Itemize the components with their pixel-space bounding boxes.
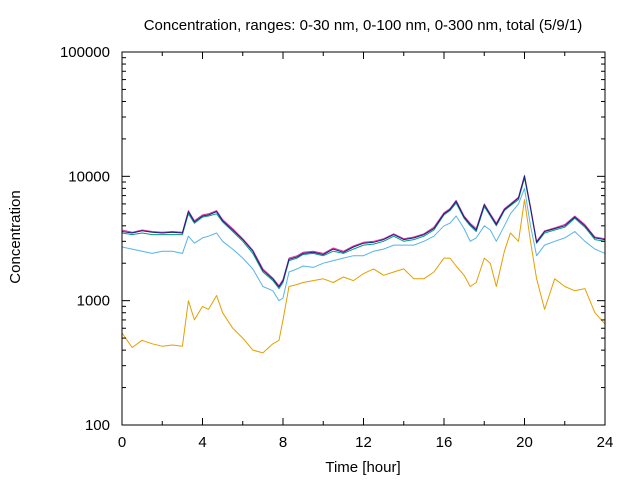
- series-line-2: [121, 187, 606, 302]
- chart-title: Concentration, ranges: 0-30 nm, 0-100 nm…: [144, 17, 583, 34]
- x-tick-label: 24: [597, 434, 614, 451]
- x-tick-label: 8: [279, 434, 287, 451]
- y-tick-label: 10000: [68, 168, 110, 185]
- x-tick-label: 0: [118, 434, 126, 451]
- series-group: [121, 174, 606, 354]
- y-tick-label: 100: [85, 417, 110, 434]
- y-tick-label: 1000: [77, 293, 110, 310]
- y-axis-label: Concentration: [7, 190, 24, 283]
- x-tick-label: 16: [436, 434, 453, 451]
- series-line-5: [121, 175, 606, 288]
- x-tick-label: 20: [516, 434, 533, 451]
- series-line-1: [121, 199, 606, 354]
- x-tick-label: 4: [198, 434, 206, 451]
- plot-frame: [121, 51, 606, 426]
- x-tick-label: 12: [355, 434, 372, 451]
- series-line-4: [121, 174, 606, 287]
- axis-ticks: 0 4 8 12 16 20 24 100 1000 10000 100000: [60, 44, 613, 451]
- x-axis-label: Time [hour]: [325, 459, 400, 476]
- y-tick-label: 100000: [60, 44, 110, 61]
- series-line-3: [121, 177, 606, 290]
